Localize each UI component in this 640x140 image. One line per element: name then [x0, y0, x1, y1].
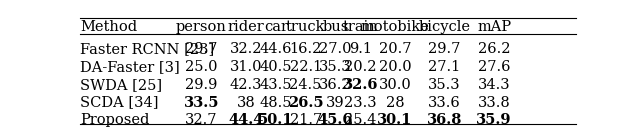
Text: 32.7: 32.7 — [185, 113, 218, 127]
Text: 20.0: 20.0 — [379, 60, 412, 74]
Text: 26.2: 26.2 — [478, 42, 511, 56]
Text: 9.1: 9.1 — [349, 42, 372, 56]
Text: 29.7: 29.7 — [428, 42, 461, 56]
Text: 45.6: 45.6 — [317, 113, 353, 127]
Text: 33.6: 33.6 — [428, 95, 461, 109]
Text: bicycle: bicycle — [419, 19, 470, 33]
Text: 21.7: 21.7 — [289, 113, 322, 127]
Text: 35.3: 35.3 — [319, 60, 352, 74]
Text: 40.5: 40.5 — [260, 60, 292, 74]
Text: Proposed: Proposed — [80, 113, 149, 127]
Text: 31.0: 31.0 — [230, 60, 262, 74]
Text: 20.7: 20.7 — [379, 42, 412, 56]
Text: 24.5: 24.5 — [289, 78, 322, 92]
Text: truck: truck — [286, 19, 325, 33]
Text: 44.6: 44.6 — [260, 42, 292, 56]
Text: 35.3: 35.3 — [428, 78, 461, 92]
Text: SWDA [25]: SWDA [25] — [80, 78, 162, 92]
Text: 32.6: 32.6 — [342, 78, 378, 92]
Text: 25.4: 25.4 — [344, 113, 376, 127]
Text: 36.2: 36.2 — [319, 78, 352, 92]
Text: Faster RCNN [23]: Faster RCNN [23] — [80, 42, 214, 56]
Text: 29.9: 29.9 — [186, 78, 218, 92]
Text: mAP: mAP — [477, 19, 511, 33]
Text: 44.4: 44.4 — [228, 113, 264, 127]
Text: 23.3: 23.3 — [344, 95, 376, 109]
Text: train: train — [342, 19, 378, 33]
Text: 39: 39 — [326, 95, 345, 109]
Text: rider: rider — [228, 19, 264, 33]
Text: 48.5: 48.5 — [260, 95, 292, 109]
Text: 33.8: 33.8 — [478, 95, 511, 109]
Text: 50.1: 50.1 — [258, 113, 294, 127]
Text: bus: bus — [323, 19, 349, 33]
Text: person: person — [176, 19, 227, 33]
Text: 42.3: 42.3 — [230, 78, 262, 92]
Text: 34.3: 34.3 — [478, 78, 511, 92]
Text: 30.1: 30.1 — [377, 113, 413, 127]
Text: 27.1: 27.1 — [428, 60, 461, 74]
Text: 16.2: 16.2 — [289, 42, 322, 56]
Text: 20.2: 20.2 — [344, 60, 376, 74]
Text: 26.5: 26.5 — [288, 95, 323, 109]
Text: 27.0: 27.0 — [319, 42, 352, 56]
Text: 43.5: 43.5 — [260, 78, 292, 92]
Text: 36.8: 36.8 — [427, 113, 462, 127]
Text: 29.7: 29.7 — [186, 42, 218, 56]
Text: 32.2: 32.2 — [230, 42, 262, 56]
Text: 22.1: 22.1 — [289, 60, 322, 74]
Text: Method: Method — [80, 19, 137, 33]
Text: 27.6: 27.6 — [478, 60, 511, 74]
Text: 28: 28 — [386, 95, 404, 109]
Text: DA-Faster [3]: DA-Faster [3] — [80, 60, 180, 74]
Text: 35.9: 35.9 — [476, 113, 512, 127]
Text: car: car — [264, 19, 288, 33]
Text: 25.0: 25.0 — [185, 60, 218, 74]
Text: SCDA [34]: SCDA [34] — [80, 95, 159, 109]
Text: motobike: motobike — [360, 19, 429, 33]
Text: 38: 38 — [237, 95, 255, 109]
Text: 33.5: 33.5 — [184, 95, 220, 109]
Text: 30.0: 30.0 — [379, 78, 412, 92]
